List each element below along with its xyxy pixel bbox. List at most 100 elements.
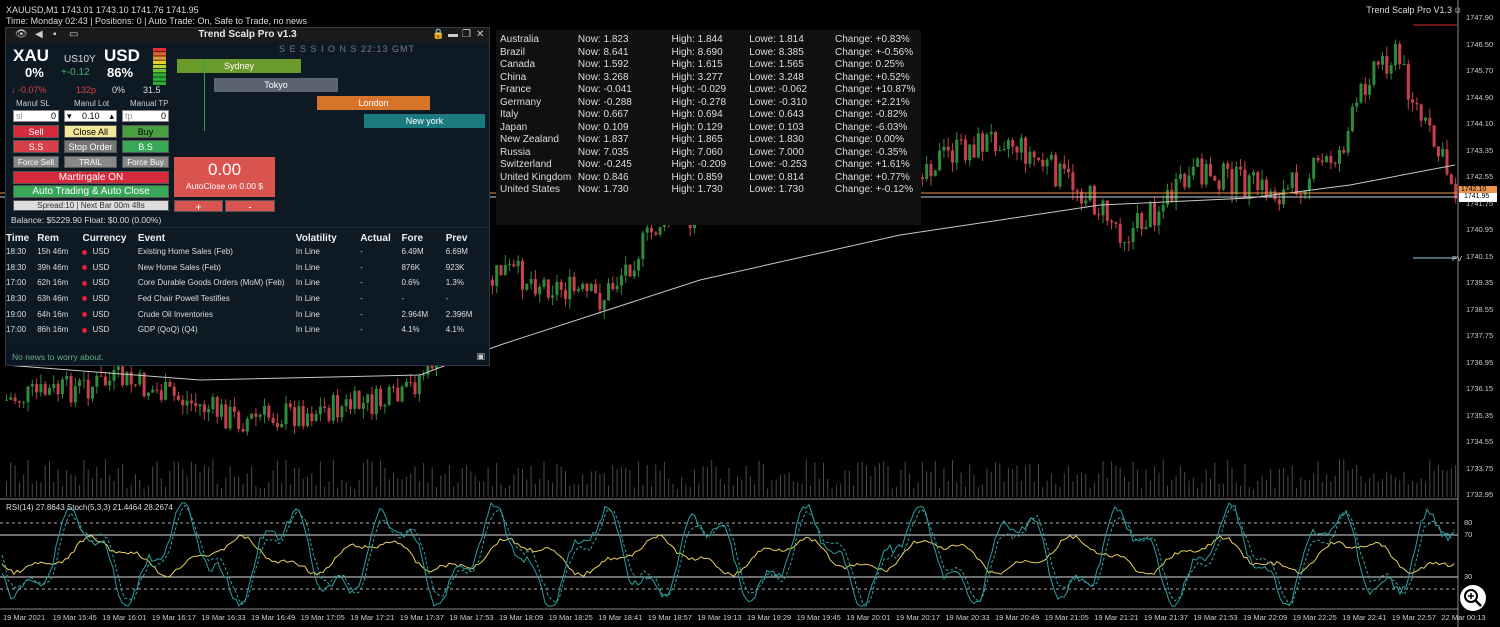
candle-body [1127, 241, 1131, 243]
candle-body [198, 404, 202, 407]
candle-body [1028, 151, 1032, 164]
news-cell: 923K [446, 260, 486, 276]
news-cell-text: Fed Chair Powell Testifies [137, 294, 230, 304]
candle-body [48, 388, 51, 395]
candle-body [994, 132, 997, 152]
candle-body [1183, 173, 1187, 188]
time-tick-label: 19 Mar 21:37 [1143, 613, 1188, 622]
save-icon[interactable]: ▣ [476, 351, 485, 361]
meter-segment [153, 56, 166, 60]
menu-icon[interactable]: ▪ [53, 29, 57, 40]
price-tick-label: 1744.90 [1466, 92, 1494, 102]
candle-body [564, 289, 567, 300]
candle-body [981, 133, 985, 152]
candle-body [658, 226, 662, 235]
bond-cell: New Zealand [500, 134, 559, 145]
sell-button[interactable]: Sell [13, 125, 59, 138]
bond-row: New Zealand Now: 1.837 High: 1.865 Lowe: 1.… [500, 134, 921, 147]
sl-value: 0 [50, 111, 56, 121]
bond-cell: Change: +0.83% [835, 34, 910, 45]
lot-up-icon[interactable]: ▴ [109, 111, 114, 121]
candle-body [1256, 172, 1260, 191]
candle-body [327, 408, 331, 421]
stop-order-button[interactable]: Stop Order [64, 140, 117, 153]
candle-body [594, 284, 598, 294]
news-row[interactable]: 18:30 15h 46m USD Existing Home Sales (Feb)… [6, 244, 486, 260]
news-row[interactable]: 17:00 62h 16m USD Core Durable Goods Orders… [6, 275, 486, 291]
balance-line: Balance: $5229.90 Float: $0.00 (0.00%) [11, 215, 162, 225]
news-row[interactable]: 18:30 39h 46m USD New Home Sales (Feb) In Li… [6, 260, 486, 276]
buy-button[interactable]: Buy [122, 125, 169, 138]
ss-button[interactable]: S.S [13, 140, 59, 153]
close-icon[interactable]: ✕ [476, 29, 485, 40]
time-tick-label: 19 Mar 21:53 [1193, 613, 1238, 622]
candle-body [95, 375, 99, 387]
force-buy-button[interactable]: Force Buy [122, 156, 169, 168]
zoom-icon[interactable] [1460, 585, 1486, 611]
candle-body [1144, 226, 1148, 230]
time-tick-label: 19 Mar 22:57 [1391, 613, 1436, 622]
news-cell-text: USD [92, 278, 110, 288]
bond-cell: Now: 1.592 [577, 59, 629, 70]
bond-cell: Russia [500, 146, 531, 158]
lot-stepper[interactable]: ▾ 0.10 ▴ [64, 110, 117, 122]
restore-icon[interactable]: ❐ [462, 29, 471, 40]
trail-button[interactable]: TRAIL [64, 156, 117, 168]
moving-average-line [4, 164, 1456, 381]
news-row[interactable]: 19:00 64h 16m USD Crude Oil Inventories In L… [6, 306, 486, 322]
autoclose-plus-button[interactable]: + [174, 200, 223, 212]
bond-cell: High: 0.859 [671, 171, 723, 183]
eye-icon[interactable]: 👁 [15, 29, 28, 40]
sl-input[interactable]: sl 0 [13, 110, 59, 122]
candle-body [942, 146, 946, 151]
candle-body [607, 283, 610, 301]
candle-body [1062, 163, 1066, 169]
news-cell-text: 2.964M [401, 309, 429, 319]
sound-icon[interactable]: ◀ [35, 29, 43, 40]
news-cell: 876K [401, 260, 445, 276]
candle-body [374, 388, 378, 415]
auto-trading-button[interactable]: Auto Trading & Auto Close [13, 185, 169, 198]
lot-down-icon[interactable]: ▾ [67, 111, 72, 121]
time-tick-label: 19 Mar 16:17 [151, 613, 196, 622]
candle-body [185, 400, 189, 406]
candle-body [1196, 158, 1200, 167]
candle-body [1011, 140, 1015, 147]
candle-body [258, 414, 262, 417]
candle-body [1123, 241, 1126, 243]
spread-status: Spread:10 | Next Bar 00m 48s [13, 200, 169, 211]
lock-icon[interactable]: 🔒 [432, 29, 445, 40]
autoclose-minus-button[interactable]: - [225, 200, 275, 212]
news-cell: USD [82, 260, 137, 276]
news-row[interactable]: 17:00 86h 16m USD GDP (QoQ) (Q4) In Line - 4.1… [6, 322, 486, 338]
candle-body [998, 150, 1002, 152]
news-cell-text: Crude Oil Inventories [137, 309, 213, 319]
minimize-icon[interactable]: ▬ [448, 29, 458, 40]
news-cell-text: 86h 16m [37, 325, 69, 335]
close-all-button[interactable]: Close All [64, 125, 117, 138]
candle-body [615, 285, 619, 290]
candle-body [538, 286, 542, 295]
candle-body [26, 386, 30, 403]
bond-cell: High: 1.865 [671, 134, 723, 145]
screenshot-icon[interactable]: ▭ [69, 29, 79, 40]
candle-body [237, 411, 241, 429]
candle-body [387, 386, 391, 405]
force-sell-button[interactable]: Force Sell [13, 156, 59, 168]
panel-titlebar[interactable]: 👁 ◀ ▪ ▭ Trend Scalp Pro v1.3 🔒 ▬ ❐ ✕ [6, 28, 489, 42]
news-cell-text: USD [92, 262, 110, 272]
bs-button[interactable]: B.S [122, 140, 169, 153]
news-col-header: Fore [401, 232, 424, 244]
autoclose-label: AutoClose on 0.00 $ [185, 181, 264, 191]
news-cell: - [360, 260, 401, 276]
news-cell-text: - [401, 294, 405, 304]
candle-body [202, 404, 206, 413]
candle-body [318, 406, 322, 414]
news-row[interactable]: 18:30 63h 46m USD Fed Chair Powell Testifie… [6, 291, 486, 307]
candle-body [1273, 191, 1277, 200]
martingale-button[interactable]: Martingale ON [13, 171, 169, 184]
tp-input[interactable]: tp 0 [122, 110, 169, 122]
strength-meter [153, 48, 166, 86]
candle-body [611, 283, 615, 290]
